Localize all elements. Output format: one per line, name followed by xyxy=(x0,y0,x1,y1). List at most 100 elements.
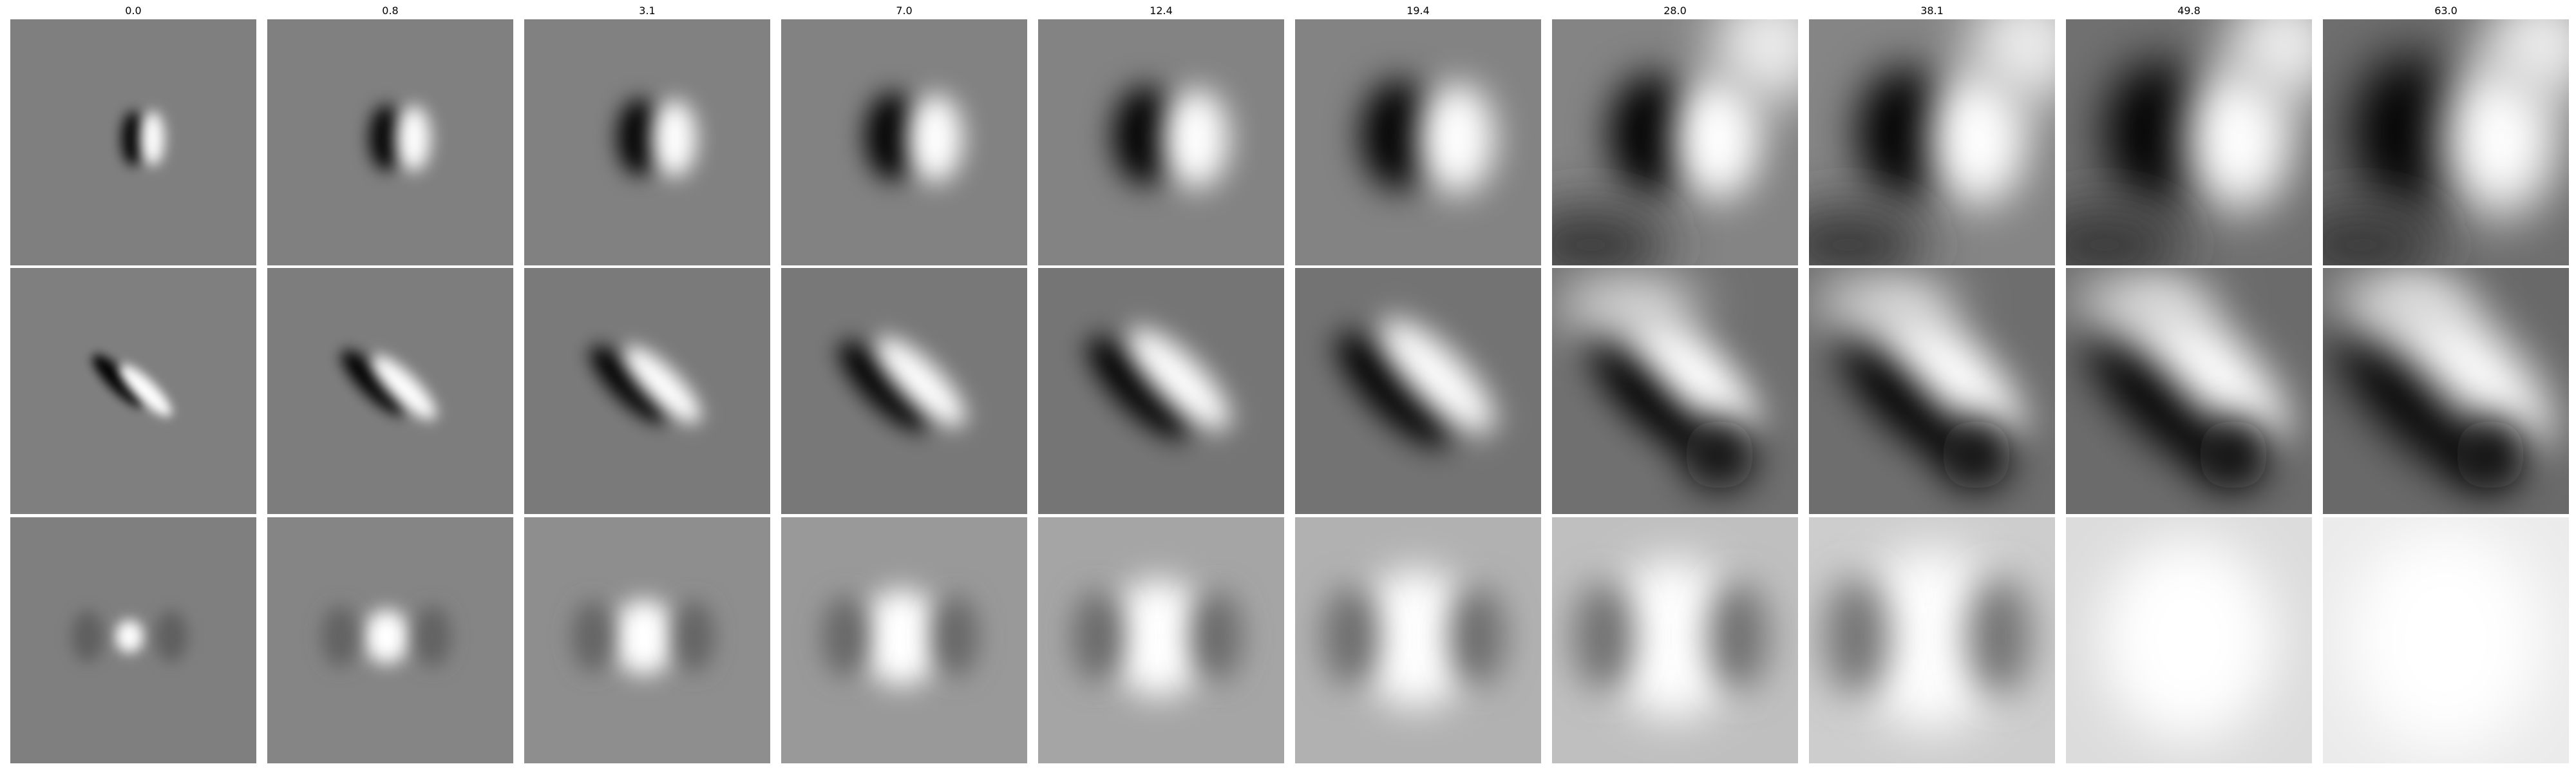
dark-lobe xyxy=(2105,61,2211,205)
dark-lobe xyxy=(1833,323,1973,463)
filter-image-tile xyxy=(2066,19,2312,265)
filter-image-tile xyxy=(1038,517,1284,763)
bright-lobe xyxy=(1970,19,2055,103)
filter-image xyxy=(267,19,513,265)
filter-image xyxy=(2323,268,2569,514)
bright-lobe xyxy=(876,337,966,427)
bright-lobe xyxy=(1380,318,1495,434)
filter-image-tile xyxy=(524,19,770,265)
dark-lobe xyxy=(2455,419,2526,490)
dark-lobe xyxy=(122,111,145,166)
bright-lobe xyxy=(2484,19,2569,103)
dark-lobe xyxy=(1190,590,1243,683)
filter-image xyxy=(1809,19,2055,265)
filter-image-tile xyxy=(2323,268,2569,514)
bright-lobe xyxy=(1164,89,1229,188)
dark-lobe xyxy=(341,350,406,415)
dark-lobe xyxy=(617,99,661,176)
filter-image-tile xyxy=(10,268,256,514)
filter-image xyxy=(524,268,770,514)
bright-lobe xyxy=(611,600,677,675)
bright-lobe xyxy=(1128,328,1231,430)
bright-lobe xyxy=(1558,274,1700,339)
dark-lobe xyxy=(2323,206,2439,265)
dark-lobe xyxy=(865,92,920,180)
dark-lobe xyxy=(1941,419,2012,490)
dark-lobe xyxy=(1684,419,1755,490)
bright-lobe xyxy=(908,95,963,182)
bright-lobe xyxy=(2227,19,2312,103)
bright-lobe xyxy=(1632,309,1759,437)
bright-lobe xyxy=(2100,539,2276,740)
bright-lobe xyxy=(1931,72,2027,205)
filter-image xyxy=(2066,268,2312,514)
filter-image xyxy=(1295,517,1541,763)
dark-lobe xyxy=(589,345,667,423)
bright-lobe xyxy=(1852,549,2009,729)
dark-lobe xyxy=(321,606,359,667)
bright-lobe xyxy=(1419,83,1495,194)
filter-image-tile xyxy=(2323,19,2569,265)
filter-image xyxy=(267,517,513,763)
dark-lobe xyxy=(413,606,451,667)
filter-image xyxy=(1295,19,1541,265)
filter-image xyxy=(1552,517,1798,763)
dark-lobe xyxy=(155,611,187,662)
bright-lobe xyxy=(1815,274,1957,339)
dark-lobe xyxy=(92,354,145,407)
filter-image-tile xyxy=(781,517,1027,763)
dark-lobe xyxy=(1966,575,2034,698)
dark-lobe xyxy=(2066,206,2182,265)
filter-image xyxy=(2323,19,2569,265)
filter-image-tile xyxy=(1552,268,1798,514)
filter-image-tile xyxy=(1809,517,2055,763)
filter-image-tile xyxy=(1552,19,1798,265)
column-label: 63.0 xyxy=(2434,5,2458,17)
dark-lobe xyxy=(1552,206,1668,265)
filter-image xyxy=(2323,517,2569,763)
filter-image xyxy=(1552,19,1798,265)
bright-lobe xyxy=(372,355,437,420)
bright-lobe xyxy=(141,111,164,166)
filter-image-tile xyxy=(1809,19,2055,265)
filter-image-tile xyxy=(781,268,1027,514)
filter-image-tile xyxy=(1038,268,1284,514)
filter-image xyxy=(10,268,256,514)
dark-lobe xyxy=(1584,328,1712,455)
dark-lobe xyxy=(71,611,104,662)
filter-image xyxy=(1038,19,1284,265)
dark-lobe xyxy=(672,600,715,673)
dark-lobe xyxy=(931,595,979,678)
filter-image xyxy=(781,517,1027,763)
filter-image-tile xyxy=(2323,517,2569,763)
filter-image-tile xyxy=(1295,517,1541,763)
bright-lobe xyxy=(1108,579,1210,696)
filter-image-tile xyxy=(2066,268,2312,514)
bright-lobe xyxy=(623,346,701,423)
bright-lobe xyxy=(2329,274,2471,339)
dark-lobe xyxy=(1609,73,1694,195)
bright-lobe xyxy=(363,609,410,664)
bright-lobe xyxy=(1884,300,2024,441)
dark-lobe xyxy=(838,341,929,431)
filter-image-tile xyxy=(1552,517,1798,763)
dark-lobe xyxy=(1336,332,1451,447)
dark-lobe xyxy=(822,595,869,678)
dark-lobe xyxy=(1113,86,1178,186)
dark-lobe xyxy=(1572,580,1635,692)
filter-image-tile xyxy=(524,517,770,763)
bright-lobe xyxy=(1713,19,1798,103)
filter-image xyxy=(10,517,256,763)
filter-image-tile xyxy=(10,517,256,763)
filter-image xyxy=(781,19,1027,265)
bright-lobe xyxy=(652,100,697,177)
filter-image-tile xyxy=(267,268,513,514)
bright-lobe xyxy=(1356,569,1476,707)
filter-image xyxy=(1809,517,2055,763)
bright-lobe xyxy=(119,364,172,417)
filter-image xyxy=(1552,268,1798,514)
column-label: 0.8 xyxy=(382,5,399,17)
bright-lobe xyxy=(115,620,144,653)
dark-lobe xyxy=(1361,80,1436,190)
